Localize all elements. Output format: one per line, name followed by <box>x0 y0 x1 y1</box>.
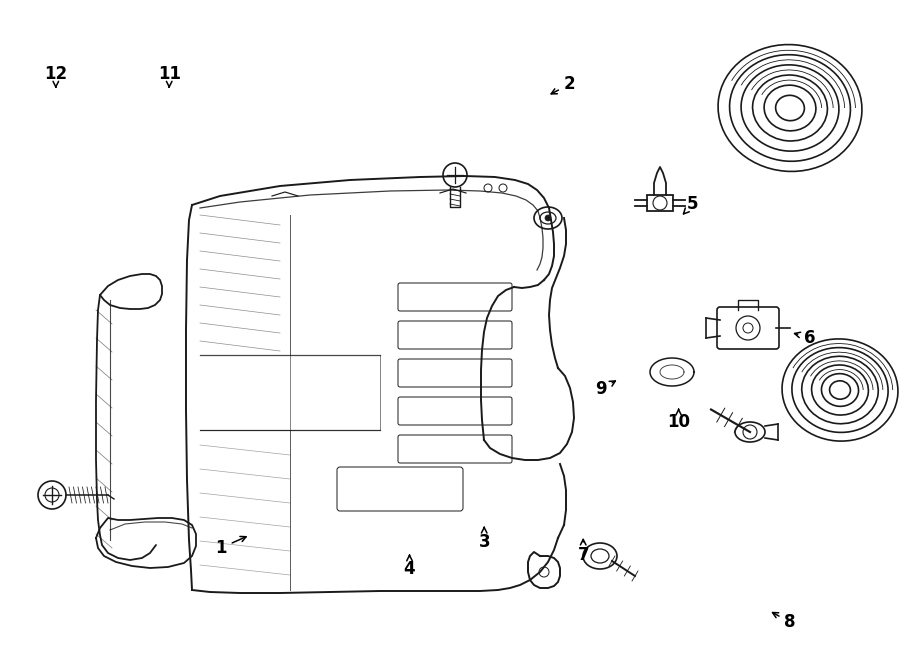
Text: 6: 6 <box>805 328 815 347</box>
Text: 2: 2 <box>564 75 575 93</box>
Text: 3: 3 <box>479 532 490 551</box>
Text: 5: 5 <box>688 195 698 213</box>
Text: 7: 7 <box>578 545 589 564</box>
Text: 1: 1 <box>215 539 226 557</box>
Text: 8: 8 <box>785 613 796 632</box>
Text: 12: 12 <box>44 65 68 83</box>
Text: 11: 11 <box>158 65 181 83</box>
Text: 10: 10 <box>667 413 690 432</box>
Bar <box>647 195 673 211</box>
Circle shape <box>545 215 551 221</box>
Text: 4: 4 <box>404 560 415 579</box>
Text: 9: 9 <box>596 380 607 399</box>
